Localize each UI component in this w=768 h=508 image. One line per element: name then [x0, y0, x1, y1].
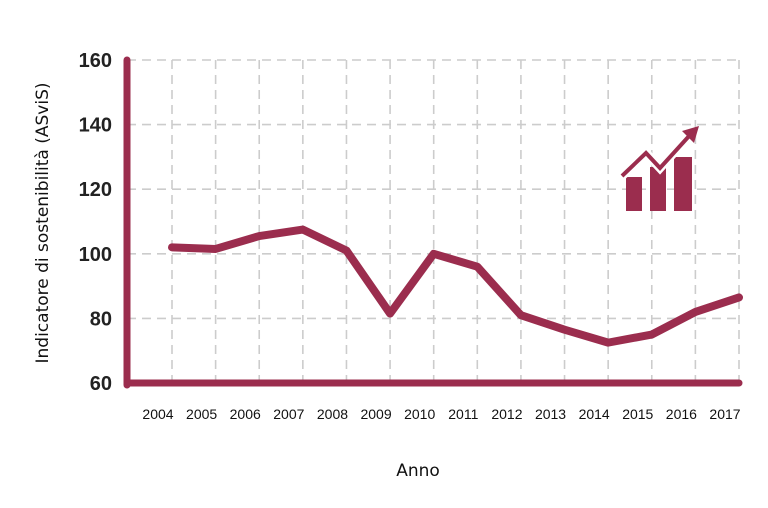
y-tick-label: 120: [79, 179, 112, 201]
x-tick-labels: 2004 2005 2006 2007 2008 2009 2010 2011 2012 2013…: [142, 406, 740, 422]
y-tick-label: 60: [90, 373, 112, 395]
y-tick-label: 100: [79, 244, 112, 266]
y-tick-labels: 60 80 100 120 140 160: [79, 50, 112, 395]
y-tick-label: 160: [79, 50, 112, 72]
grid-lines: [127, 59, 740, 383]
x-tick-label: 2008: [317, 406, 348, 422]
x-tick-label: 2014: [579, 406, 610, 422]
y-tick-label: 140: [79, 115, 112, 137]
x-tick-label: 2005: [186, 406, 217, 422]
x-tick-label: 2010: [404, 406, 435, 422]
y-tick-label: 80: [90, 308, 112, 330]
x-tick-label: 2006: [230, 406, 261, 422]
x-tick-label: 2015: [622, 406, 653, 422]
x-axis-label: Anno: [396, 461, 440, 481]
series-layer: [168, 225, 743, 347]
x-tick-label: 2009: [360, 406, 391, 422]
axes: [123, 56, 743, 389]
x-tick-label: 2004: [142, 406, 173, 422]
x-tick-label: 2017: [709, 406, 740, 422]
x-tick-label: 2016: [666, 406, 697, 422]
growth-bar-chart-icon: [618, 126, 699, 211]
x-tick-label: 2012: [491, 406, 522, 422]
x-tick-label: 2007: [273, 406, 304, 422]
x-tick-label: 2013: [535, 406, 566, 422]
series-line-0: [168, 225, 743, 347]
x-tick-label: 2011: [448, 406, 478, 422]
y-axis-label: Indicatore di sostenibilità (ASviS): [33, 83, 53, 364]
